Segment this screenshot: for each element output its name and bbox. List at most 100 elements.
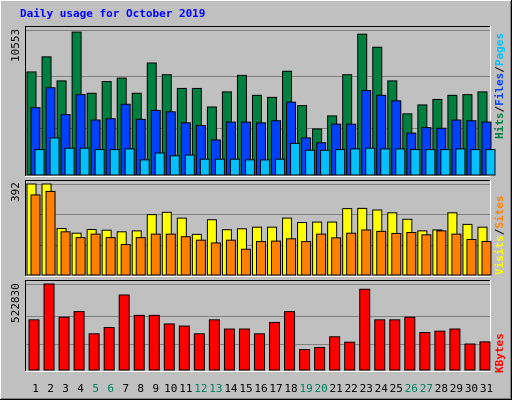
bar-pages-day-19 [305,149,316,176]
bar-kbytes-day-13 [208,319,220,371]
bar-pages-day-11 [184,154,195,176]
x-tick-label: 23 [360,382,373,395]
bar-kbytes-day-9 [148,314,160,371]
bar-kbytes-day-4 [73,311,85,371]
x-tick-label: 13 [209,382,222,395]
hits-files-pages-legend: Hits/Files/Pages [493,33,506,139]
bar-sites-day-9 [150,233,161,276]
legend-item: / [493,228,506,235]
legend-item: Files [493,73,506,106]
bar-sites-day-3 [60,231,71,276]
bar-sites-day-21 [331,237,342,276]
bar-pages-day-8 [139,159,150,176]
bar-sites-day-25 [391,232,402,276]
bar-pages-day-20 [320,149,331,176]
bar-sites-day-10 [165,233,176,276]
bar-sites-day-26 [406,232,417,276]
bar-pages-day-12 [199,158,210,176]
bar-kbytes-day-22 [344,341,356,371]
bar-kbytes-day-16 [253,333,265,371]
legend-item: KBytes [493,333,506,373]
bar-sites-day-16 [255,241,266,276]
bar-sites-day-24 [376,230,387,276]
x-axis-day-labels: 1 2 3 4 5 6 7 8 9 10 11 12 13 14 15 16 17 18 19 20 21 22 23 24 2… [32,382,493,395]
bar-pages-day-23 [365,147,376,176]
legend-item: Visits [493,235,506,275]
bar-sites-day-6 [105,237,116,276]
bar-sites-day-29 [451,233,462,276]
bar-kbytes-day-31 [479,341,491,371]
legend-item: / [493,106,506,113]
x-tick-label: 4 [77,382,84,395]
x-tick-label: 29 [450,382,463,395]
bar-sites-day-5 [90,233,101,276]
x-tick-label: 7 [122,382,129,395]
bar-kbytes-day-15 [238,328,250,371]
x-tick-label: 22 [345,382,358,395]
bar-kbytes-day-21 [329,336,341,371]
hits-files-pages-panel [25,26,496,177]
visits-sites-legend: Visits/Sites [493,196,506,276]
bar-sites-day-2 [45,190,56,276]
bar-pages-day-2 [49,137,60,176]
bar-kbytes-day-12 [193,333,205,371]
bar-kbytes-day-23 [359,288,371,371]
bar-pages-day-21 [335,149,346,176]
bar-sites-day-15 [240,248,251,276]
bar-sites-day-4 [75,237,86,276]
x-tick-label: 9 [152,382,159,395]
bar-sites-day-12 [195,239,206,276]
x-tick-label: 17 [269,382,282,395]
bar-pages-day-27 [425,149,436,176]
bar-pages-day-14 [229,158,240,176]
bar-sites-day-14 [225,239,236,276]
x-tick-label: 5 [92,382,99,395]
bar-kbytes-day-5 [88,333,100,371]
x-tick-label: 8 [137,382,144,395]
legend-item: / [493,66,506,73]
x-tick-label: 28 [435,382,448,395]
bar-kbytes-day-25 [389,319,401,371]
bar-sites-day-7 [120,244,131,276]
bar-pages-day-15 [244,159,255,176]
legend-item: Sites [493,196,506,229]
bar-pages-day-1 [34,149,45,176]
bar-kbytes-day-7 [118,294,130,371]
bar-kbytes-day-26 [404,316,416,371]
x-tick-label: 27 [420,382,433,395]
x-tick-label: 19 [299,382,312,395]
x-tick-label: 30 [465,382,478,395]
bar-pages-day-5 [94,149,105,176]
bar-kbytes-day-2 [43,283,55,371]
bar-kbytes-day-30 [464,343,476,371]
x-tick-label: 3 [62,382,69,395]
bar-kbytes-day-6 [103,327,115,371]
bar-kbytes-day-19 [299,349,311,371]
bar-pages-day-28 [440,149,451,176]
x-tick-label: 14 [224,382,238,395]
bar-sites-day-28 [436,230,447,276]
x-tick-label: 26 [405,382,418,395]
bar-kbytes-day-8 [133,314,145,371]
x-tick-label: 24 [375,382,389,395]
kbytes-max-tick-label: 522830 [9,283,22,323]
legend-item: Pages [493,33,506,66]
bar-pages-day-24 [380,148,391,176]
x-tick-label: 18 [284,382,297,395]
x-tick-label: 10 [164,382,177,395]
bar-sites-day-13 [210,242,221,276]
bar-pages-day-9 [154,152,165,176]
bar-kbytes-day-10 [163,323,175,371]
bar-pages-day-13 [214,158,225,176]
x-tick-label: 15 [239,382,252,395]
bar-pages-day-18 [290,142,301,176]
x-tick-label: 25 [390,382,403,395]
chart-title: Daily usage for October 2019 [20,7,205,20]
bar-pages-day-3 [64,147,75,176]
kbytes-panel [25,280,491,372]
bar-pages-day-4 [79,147,90,176]
bar-sites-day-20 [316,233,327,276]
bar-pages-day-29 [455,148,466,176]
bar-kbytes-day-27 [419,332,431,371]
